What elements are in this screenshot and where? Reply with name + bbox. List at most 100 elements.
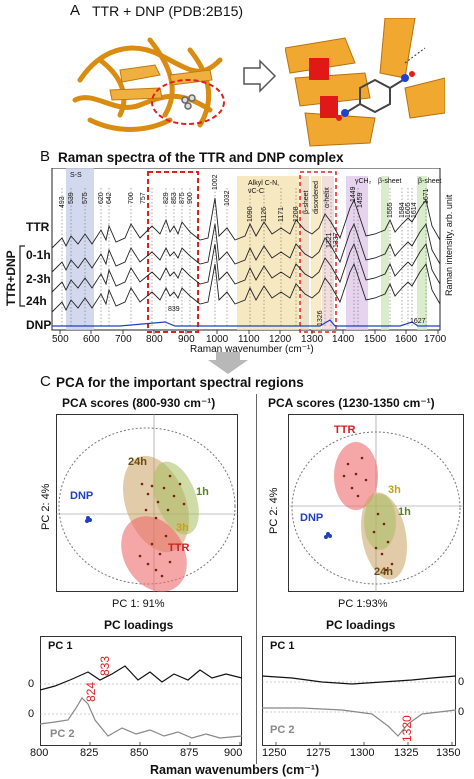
peak-575: 575 [82, 192, 89, 204]
left-load-xtick-900: 900 [224, 747, 243, 759]
right-group-ttr: TTR [334, 424, 356, 436]
peak-642: 642 [106, 192, 113, 204]
xtick-1500: 1500 [364, 334, 387, 345]
band-label-alpha-helix: α-helix [324, 187, 331, 208]
right-group-dnp: DNP [300, 512, 324, 524]
panel-c-divider [256, 394, 257, 764]
left-load-xtick-875: 875 [180, 747, 199, 759]
xtick-1400: 1400 [332, 334, 355, 345]
left-group-24h: 24h [128, 456, 147, 468]
xtick-900: 900 [178, 334, 195, 345]
protein-structure-overview [72, 37, 225, 132]
panel-c-title: PCA for the important spectral regions [56, 375, 304, 390]
right-load-xtick-1350: 1350 [436, 747, 461, 759]
left-loadings-plot [40, 636, 242, 746]
peak-1208: 1208 [293, 206, 300, 222]
arrow-icon [243, 59, 277, 93]
right-pc1-label: PC 1:93% [338, 598, 388, 610]
left-group-ttr: TTR [168, 542, 190, 554]
row-label-0-1h: 0-1h [26, 248, 51, 262]
peak-900: 900 [187, 192, 194, 204]
peak-1671: 1671 [423, 188, 430, 204]
band-label-beta-sheet-3: β-sheet [418, 178, 442, 185]
left-zero-1: 0 [28, 678, 35, 690]
group-label-ttr-dnp: TTR+DNP [4, 250, 18, 306]
right-load-xtick-1325: 1325 [394, 747, 419, 759]
band-label-beta-sheet-2: β-sheet [378, 178, 402, 185]
peak-1171: 1171 [278, 206, 285, 222]
right-group-3h: 3h [388, 484, 401, 496]
raman-xlabel: Raman wavenumber (cm⁻¹) [190, 344, 314, 355]
peak-839: 839 [168, 306, 180, 313]
row-label-dnp: DNP [26, 318, 52, 332]
left-pc2-label: PC 2: 4% [40, 483, 52, 530]
right-load-xtick-1275: 1275 [306, 747, 331, 759]
peak-1449: 1449 [350, 186, 357, 202]
right-scores-plot [288, 414, 464, 592]
peak-829: 829 [163, 192, 170, 204]
right-loadings-title: PC loadings [326, 618, 396, 632]
peak-1459: 1459 [357, 192, 364, 208]
peak-1555: 1555 [387, 202, 394, 218]
peak-1326: 1326 [317, 310, 324, 326]
row-label-ttr: TTR [26, 220, 50, 234]
loadings-xlabel: Raman wavenumbers (cm⁻¹) [150, 763, 320, 777]
peak-853: 853 [171, 192, 178, 204]
peak-700: 700 [128, 192, 135, 204]
peak-757: 757 [140, 192, 147, 204]
right-group-24h: 24h [374, 566, 393, 578]
right-annot-1320: 1320 [400, 715, 414, 742]
row-label-24h: 24h [26, 294, 47, 308]
peak-1126: 1126 [261, 206, 268, 222]
left-load-pc1: PC 1 [48, 640, 73, 652]
panel-b-title: Raman spectra of the TTR and DNP complex [58, 150, 344, 165]
right-load-xtick-1300: 1300 [350, 747, 375, 759]
right-pc2-label: PC 2: 4% [268, 487, 280, 534]
xtick-1000: 1000 [206, 334, 229, 345]
raman-spectra-chart [51, 168, 441, 334]
left-group-3h: 3h [176, 522, 189, 534]
peak-875: 875 [179, 192, 186, 204]
left-pc1-label: PC 1: 91% [112, 598, 165, 610]
peak-1090: 1090 [247, 206, 254, 222]
xtick-800: 800 [146, 334, 163, 345]
right-zero-2: 0 [458, 706, 465, 718]
peak-1321: 1321 [326, 232, 333, 248]
left-annot-824: 824 [84, 681, 98, 702]
right-scores-title: PCA scores (1230-1350 cm⁻¹) [268, 396, 435, 410]
left-scores-title: PCA scores (800-930 cm⁻¹) [62, 396, 216, 410]
xtick-1100: 1100 [238, 334, 260, 345]
peak-620: 620 [98, 192, 105, 204]
xtick-1200: 1200 [269, 334, 292, 345]
row-label-2-3h: 2-3h [26, 272, 51, 286]
down-arrow-icon [208, 352, 248, 374]
peak-539: 539 [68, 192, 75, 204]
left-annot-833: 833 [98, 655, 112, 676]
left-load-xtick-850: 850 [130, 747, 149, 759]
right-group-1h: 1h [398, 506, 411, 518]
left-group-dnp: DNP [70, 490, 94, 502]
xtick-700: 700 [115, 334, 132, 345]
panel-b-letter: B [40, 148, 51, 165]
protein-structure-zoom [285, 18, 445, 148]
peak-493: 493 [59, 196, 66, 208]
xtick-600: 600 [83, 334, 100, 345]
xtick-500: 500 [52, 334, 69, 345]
right-loadings-plot [262, 636, 456, 746]
left-load-xtick-800: 800 [30, 747, 49, 759]
panel-a-title: TTR + DNP (PDB:2B15) [92, 3, 244, 19]
band-label-alkyl: Alkyl C-N, νC-C [248, 180, 280, 195]
group-bracket [19, 245, 25, 307]
xtick-1600: 1600 [395, 334, 418, 345]
xtick-1700: 1700 [424, 334, 447, 345]
peak-1614: 1614 [411, 202, 418, 218]
right-load-pc2: PC 2 [270, 724, 295, 736]
left-loadings-title: PC loadings [104, 618, 174, 632]
left-group-1h: 1h [196, 486, 209, 498]
left-load-xtick-825: 825 [80, 747, 99, 759]
right-load-xtick-1250: 1250 [262, 747, 287, 759]
raman-ylabel: Raman intensity, arb. unit [444, 194, 454, 296]
xtick-1300: 1300 [301, 334, 324, 345]
left-load-pc2: PC 2 [50, 728, 75, 740]
left-scores-plot [56, 414, 238, 592]
